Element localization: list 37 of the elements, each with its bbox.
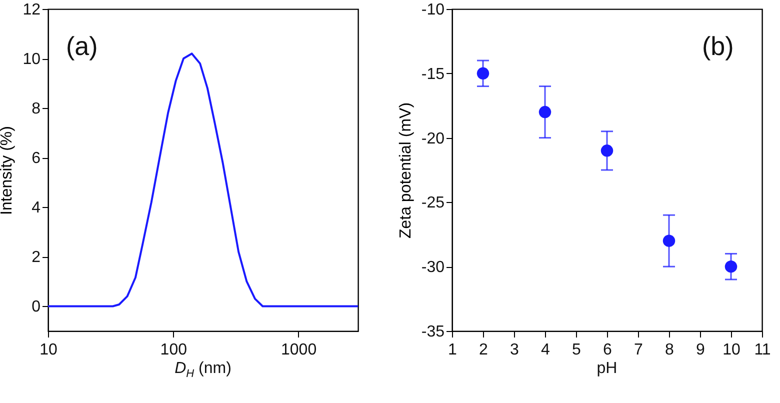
y-axis-title: Zeta potential (mV) [397, 102, 414, 239]
y-tick-label: 12 [22, 2, 41, 18]
x-tick-label: 11 [754, 342, 771, 358]
x-tick-label: 5 [572, 342, 582, 358]
x-axis-title: D$_{H}$ (nm) [174, 360, 232, 380]
y-tick-label: 0 [32, 298, 41, 316]
y-tick-label: 8 [32, 100, 41, 118]
y-tick-label: 10 [22, 51, 41, 68]
point [662, 234, 676, 247]
point [538, 106, 552, 118]
y-tick-label: 6 [32, 150, 41, 168]
y-tick-label: -25 [421, 194, 445, 212]
x-tick-label: 7 [634, 342, 644, 358]
point [476, 67, 490, 80]
y-tick-label: -30 [421, 259, 445, 276]
x-tick-label: 100 [160, 342, 188, 358]
x-tick-label: 1000 [280, 342, 317, 358]
y-tick-label: 2 [32, 249, 41, 266]
x-tick-label: 10 [722, 342, 740, 358]
y-tick-label: -10 [421, 2, 445, 18]
x-tick-label: 3 [510, 342, 520, 358]
annotation: (b) [702, 31, 734, 61]
y-tick-label: -35 [421, 324, 445, 340]
x-tick-label: 4 [541, 342, 550, 358]
y-tick-label: 4 [32, 200, 41, 217]
y-tick-label: -15 [421, 66, 445, 83]
x-axis-title: pH [596, 360, 618, 378]
x-tick-label: 9 [696, 342, 706, 358]
point [724, 260, 738, 273]
x-tick-label: 6 [603, 342, 612, 358]
annotation: (a) [66, 31, 98, 61]
x-tick-label: 2 [479, 342, 488, 358]
y-tick-label: -20 [421, 130, 445, 148]
x-tick-label: 8 [665, 342, 674, 358]
point [600, 144, 614, 157]
y-axis-title: Intensity (%) [0, 126, 16, 215]
x-tick-label: 1 [448, 342, 458, 358]
